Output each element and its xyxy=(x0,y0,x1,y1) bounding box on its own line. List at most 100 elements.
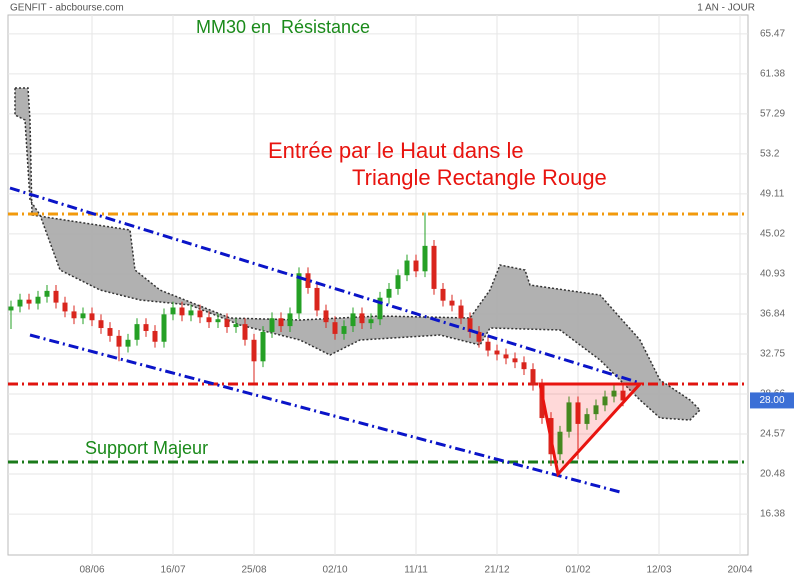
candle-body xyxy=(89,313,95,321)
x-tick-label: 12/03 xyxy=(646,565,671,576)
candle-body xyxy=(494,350,500,355)
candle-body xyxy=(575,402,581,424)
y-tick-label: 36.84 xyxy=(760,309,785,320)
candle-body xyxy=(143,324,149,331)
header-left: GENFIT - abcbourse.com xyxy=(10,3,124,14)
y-tick-label: 61.38 xyxy=(760,69,785,80)
candle-body xyxy=(116,335,122,347)
candle-body xyxy=(467,318,473,332)
y-tick-label: 20.48 xyxy=(760,469,785,480)
candle-body xyxy=(152,330,158,342)
annotation: MM30 en Résistance xyxy=(196,17,370,37)
candle-body xyxy=(251,339,257,362)
triangle xyxy=(538,382,644,478)
candle-body xyxy=(80,313,86,319)
candle-body xyxy=(305,273,311,288)
candle-body xyxy=(611,390,617,397)
candle-body xyxy=(215,319,221,323)
candle-body xyxy=(26,299,32,304)
candle-body xyxy=(296,273,302,314)
candle-body xyxy=(125,339,131,347)
candle-body xyxy=(359,313,365,324)
candle-body xyxy=(368,319,374,324)
candle-body xyxy=(269,318,275,332)
candle-body xyxy=(476,331,482,342)
y-tick-label: 65.47 xyxy=(760,29,785,40)
candle-body xyxy=(350,313,356,327)
x-tick-label: 21/12 xyxy=(484,565,509,576)
candle-body xyxy=(134,324,140,340)
candle-body xyxy=(530,369,536,385)
candle-body xyxy=(233,324,239,328)
y-tick-label: 57.29 xyxy=(760,109,785,120)
candle-body xyxy=(44,290,50,297)
candle-body xyxy=(485,341,491,351)
x-tick-label: 01/02 xyxy=(565,565,590,576)
candle-body xyxy=(161,314,167,342)
candle-body xyxy=(62,302,68,312)
candle-body xyxy=(206,317,212,323)
y-tick-label: 49.11 xyxy=(760,189,785,200)
candle-body xyxy=(431,245,437,289)
header-right: 1 AN - JOUR xyxy=(697,3,755,14)
candle-body xyxy=(71,311,77,319)
candle-body xyxy=(521,362,527,370)
candle-body xyxy=(278,318,284,327)
candle-body xyxy=(341,326,347,334)
annotation: Entrée par le Haut dans le xyxy=(268,138,524,163)
upper-trendline xyxy=(9,186,641,385)
candle-body xyxy=(197,310,203,318)
y-tick-label: 45.02 xyxy=(760,229,785,240)
x-tick-label: 25/08 xyxy=(241,565,266,576)
price-tag xyxy=(750,392,794,409)
y-tick-label: 32.75 xyxy=(760,349,785,360)
candle-body xyxy=(224,319,230,328)
candle-body xyxy=(287,313,293,327)
candle-body xyxy=(557,431,563,455)
candle-body xyxy=(8,306,14,311)
annotation: Triangle Rectangle Rouge xyxy=(352,165,607,190)
y-tick-label: 16.38 xyxy=(760,509,785,520)
y-tick-label: 40.93 xyxy=(760,269,785,280)
candle-body xyxy=(242,324,248,340)
candle-body xyxy=(584,414,590,424)
candle-body xyxy=(413,260,419,272)
x-tick-label: 08/06 xyxy=(79,565,104,576)
candle-body xyxy=(386,288,392,298)
candle-body xyxy=(17,299,23,307)
candle-body xyxy=(566,402,572,432)
candle-body xyxy=(188,310,194,316)
candle-body xyxy=(422,245,428,272)
candle-body xyxy=(404,260,410,276)
y-tick-label: 53.2 xyxy=(760,149,780,160)
candle-body xyxy=(503,354,509,359)
candle-body xyxy=(179,307,185,316)
candle-body xyxy=(377,297,383,320)
candle-body xyxy=(35,296,41,304)
ichimoku-cloud xyxy=(14,87,702,421)
price-tag-label: 28.00 xyxy=(759,395,784,406)
candle-body xyxy=(332,322,338,334)
candle-body xyxy=(170,307,176,315)
candle-body xyxy=(620,390,626,401)
candle-body xyxy=(512,358,518,363)
candle-body xyxy=(260,331,266,362)
x-tick-label: 11/11 xyxy=(404,565,428,576)
candle-body xyxy=(323,310,329,323)
candle-body xyxy=(395,275,401,289)
y-tick-label: 24.57 xyxy=(760,429,785,440)
candle-body xyxy=(98,320,104,329)
candle-body xyxy=(314,287,320,311)
candle-body xyxy=(593,405,599,415)
candle-body xyxy=(107,328,113,336)
candle-body xyxy=(449,300,455,306)
annotation: Support Majeur xyxy=(85,438,208,458)
candle-body xyxy=(458,305,464,319)
candle-body xyxy=(440,288,446,301)
x-tick-label: 20/04 xyxy=(727,565,752,576)
x-tick-label: 02/10 xyxy=(322,565,347,576)
candle-body xyxy=(53,290,59,303)
x-tick-label: 16/07 xyxy=(160,565,185,576)
lower-trendline xyxy=(29,333,621,494)
